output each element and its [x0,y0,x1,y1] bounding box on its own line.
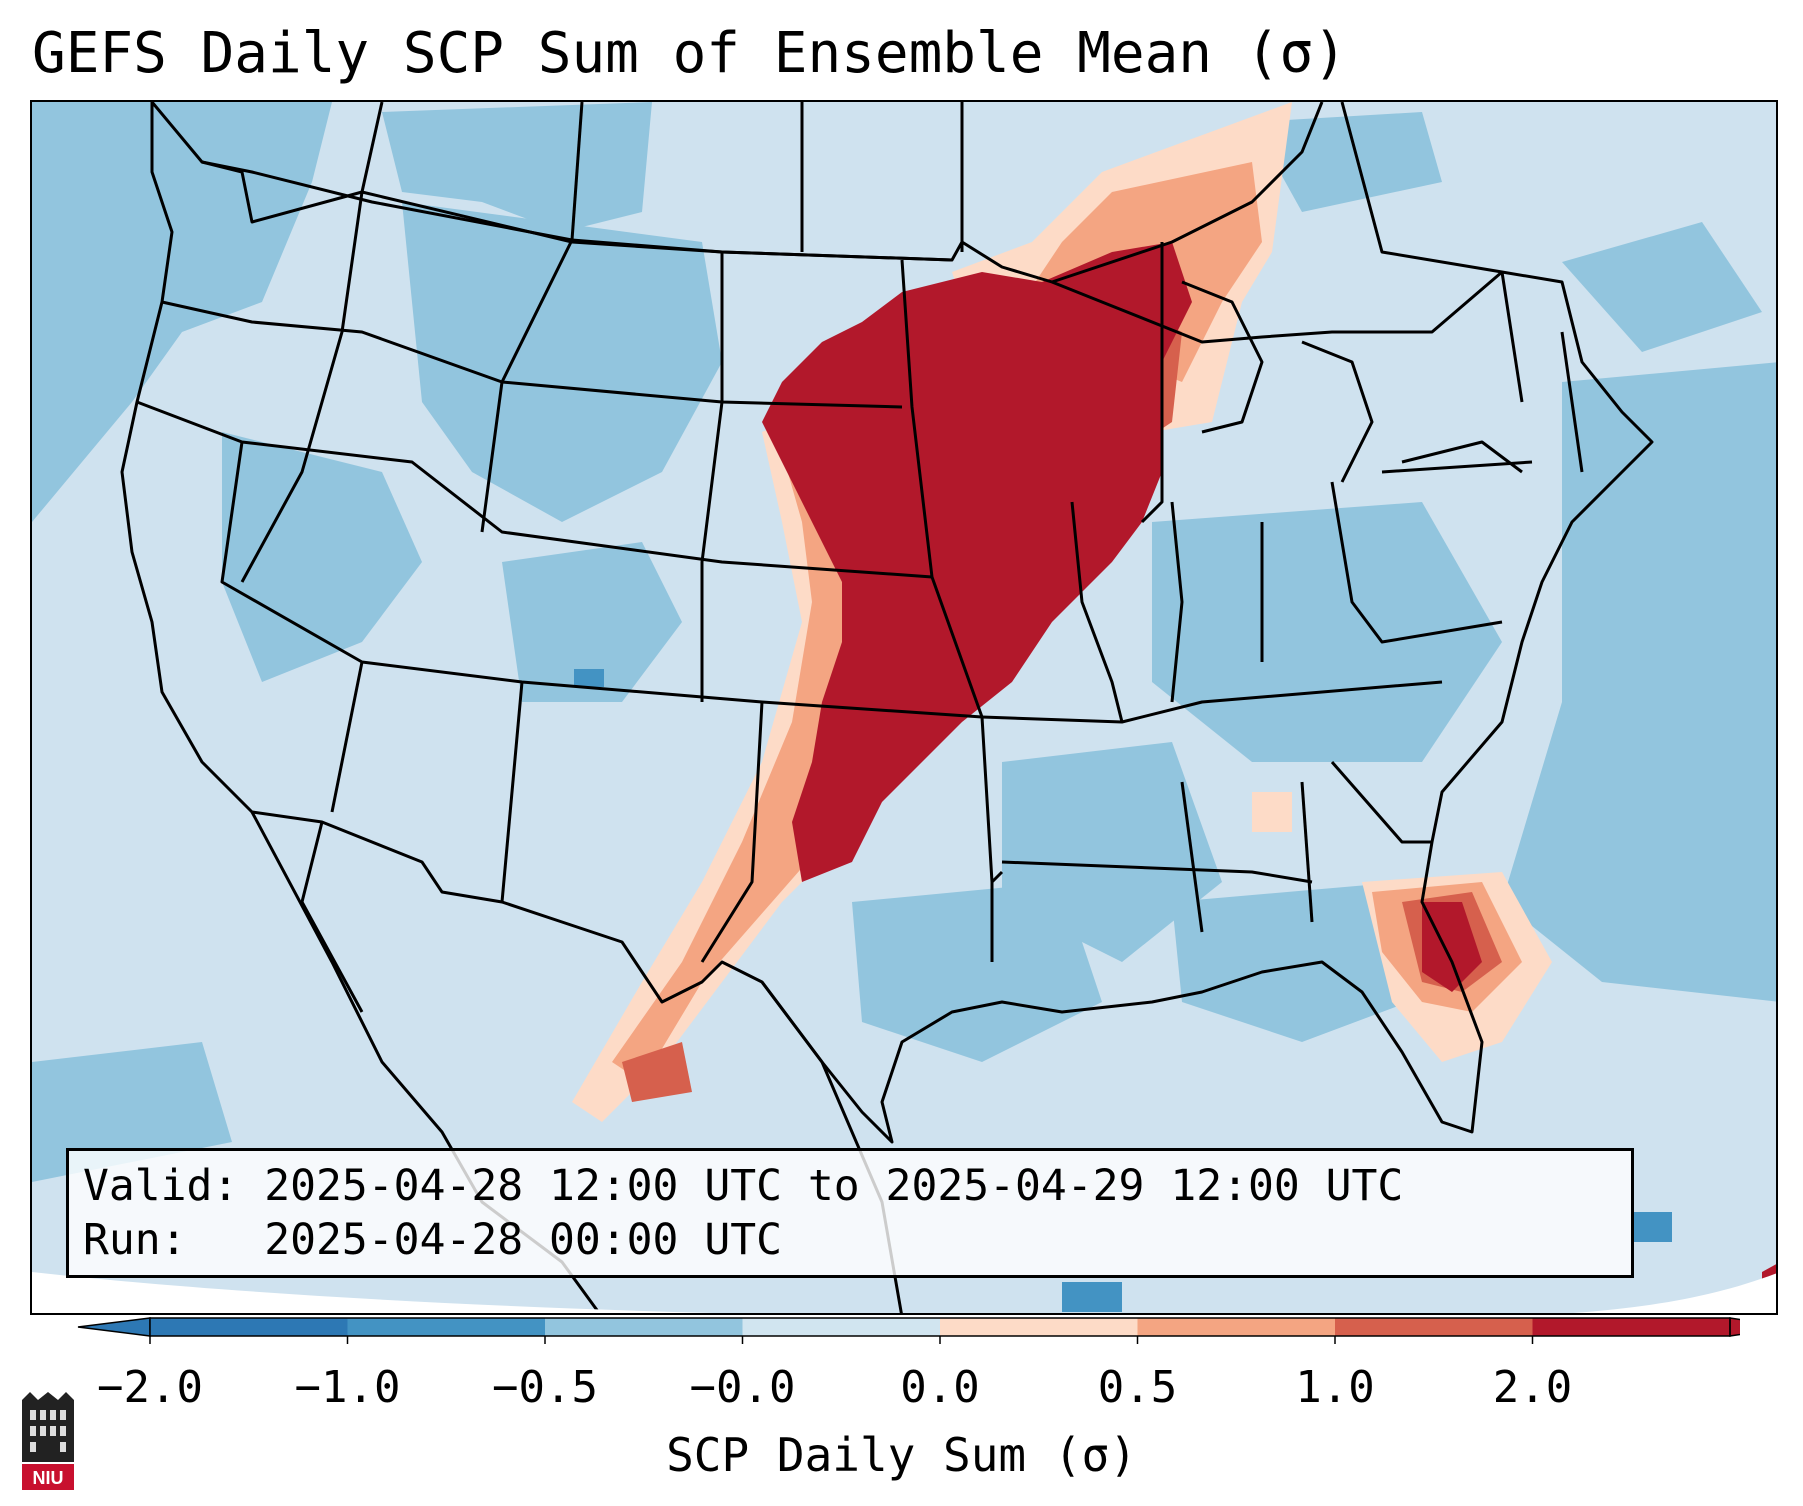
strong-negative-anomaly-areas [574,669,1672,1312]
colorbar [77,1317,1740,1344]
colorbar-tick-label: 0.0 [900,1362,980,1413]
projection-edge [1572,1273,1776,1313]
colorbar-segment [150,1318,348,1336]
colorbar-segment [1335,1318,1533,1336]
university-building-icon [22,1400,74,1462]
colorbar-tick-label: −2.0 [97,1362,203,1413]
projection-edge [32,1272,714,1313]
run-label: Run: [83,1215,187,1265]
forecast-map [32,102,1776,1313]
valid-time-box: Valid: 2025-04-28 12:00 UTC to 2025-04-2… [66,1148,1634,1278]
extreme-positive-anomaly-areas [762,242,1776,1302]
colorbar-label: SCP Daily Sum (σ) [666,1428,1137,1482]
logo-text: NIU [33,1468,64,1488]
map-title: GEFS Daily SCP Sum of Ensemble Mean (σ) [32,21,1347,86]
valid-label: Valid: [83,1161,239,1211]
colorbar-tick-label: 0.5 [1097,1362,1178,1413]
colorbar-tick-label: −1.0 [294,1362,401,1413]
colorbar-segment [1137,1318,1335,1336]
colorbar-segment [940,1318,1138,1336]
colorbar-segment [347,1318,545,1336]
niu-logo: NIU [22,1392,74,1490]
valid-value: 2025-04-28 12:00 UTC to 2025-04-29 12:00… [264,1161,1404,1211]
colorbar-tick-label: −0.5 [492,1362,598,1413]
colorbar-extension-high [1729,1317,1740,1337]
colorbar-segment [742,1318,940,1336]
colorbar-tick-label: 2.0 [1492,1362,1573,1413]
valid-line: Valid: 2025-04-28 12:00 UTC to 2025-04-2… [83,1159,1631,1213]
map-panel [30,100,1778,1315]
colorbar-tick-label: 1.0 [1295,1362,1375,1413]
colorbar-segment [545,1318,743,1336]
colorbar-segment [1532,1318,1730,1336]
colorbar-tick-label: −0.0 [689,1362,796,1413]
run-value: 2025-04-28 00:00 UTC [264,1215,782,1265]
run-line: Run: 2025-04-28 00:00 UTC [83,1213,1631,1267]
colorbar-extension-low [77,1317,151,1337]
